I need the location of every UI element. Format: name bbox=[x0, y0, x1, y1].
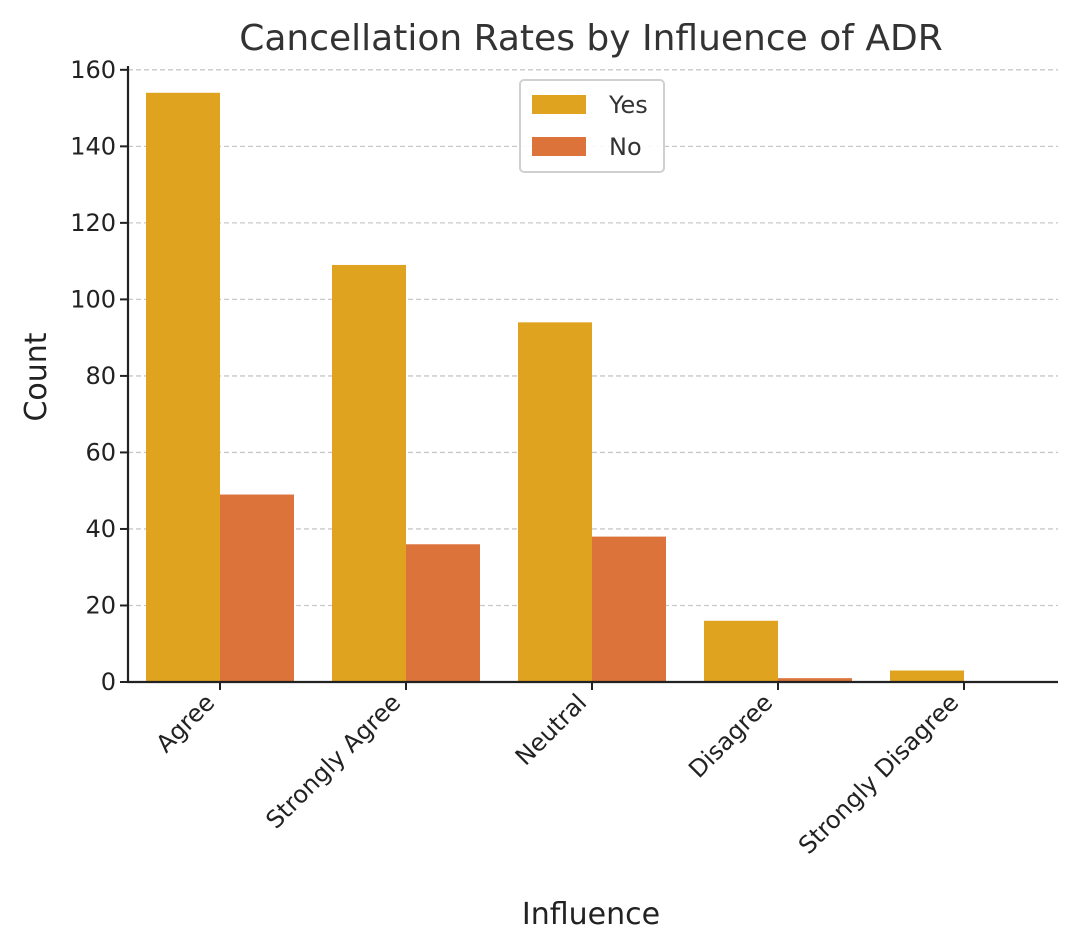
y-tick-label: 60 bbox=[85, 438, 116, 466]
x-tick-label: Strongly Agree bbox=[260, 688, 406, 834]
bar-yes-agree bbox=[146, 92, 220, 683]
bar-no-strongly-agree bbox=[406, 544, 480, 682]
legend-swatch-yes bbox=[532, 95, 586, 114]
bar-yes-disagree bbox=[704, 620, 778, 682]
bar-no-agree bbox=[220, 494, 294, 682]
bars bbox=[146, 92, 964, 683]
chart-title: Cancellation Rates by Influence of ADR bbox=[239, 18, 943, 59]
bar-yes-neutral bbox=[518, 322, 592, 682]
bar-yes-strongly-agree bbox=[332, 264, 406, 682]
bar-yes-strongly-disagree bbox=[890, 670, 964, 682]
bar-no-neutral bbox=[592, 536, 666, 682]
x-tick-label: Disagree bbox=[683, 688, 778, 783]
y-axis-label: Count bbox=[19, 332, 54, 421]
y-tick-label: 160 bbox=[70, 56, 116, 84]
y-tick-label: 140 bbox=[70, 132, 116, 160]
bar-no-disagree bbox=[778, 678, 852, 682]
legend: Yes No bbox=[519, 79, 665, 173]
legend-label-yes: Yes bbox=[608, 91, 648, 119]
legend-swatch-no bbox=[532, 137, 586, 156]
y-tick-label: 80 bbox=[85, 362, 116, 390]
y-tick-label: 20 bbox=[85, 591, 116, 619]
x-axis-label: Influence bbox=[522, 897, 660, 932]
x-tick-label: Strongly Disagree bbox=[793, 688, 964, 859]
x-tick-label: Agree bbox=[151, 688, 221, 758]
y-tick-label: 40 bbox=[85, 515, 116, 543]
y-tick-label: 100 bbox=[70, 285, 116, 313]
x-tick-label: Neutral bbox=[510, 688, 592, 770]
y-tick-label: 0 bbox=[101, 668, 116, 696]
legend-label-no: No bbox=[609, 133, 642, 161]
y-tick-label: 120 bbox=[70, 209, 116, 237]
